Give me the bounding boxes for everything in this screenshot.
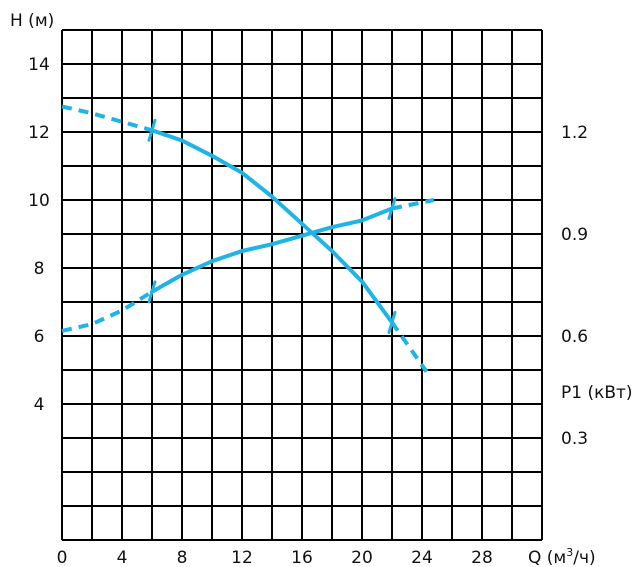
curve-segment-operating: [150, 128, 394, 325]
y-axis-left-label: H (м): [10, 11, 54, 31]
operating-range-mark: [387, 310, 397, 334]
y-left-tick-label: 8: [34, 259, 45, 279]
x-tick-label: 20: [351, 548, 373, 567]
curve-series-1: [61, 104, 429, 373]
tick-labels: 0 4 8 12 16 20 24 28 4 6 8 10 12 14 0.3 0.6 0.9 1.2: [28, 55, 588, 567]
x-tick-label: 16: [291, 548, 313, 567]
y-axis-right-label: P1 (кВт): [561, 383, 633, 403]
y-left-tick-label: 6: [34, 327, 45, 347]
x-tick-label: 0: [57, 548, 68, 567]
y-right-tick-label: 1.2: [561, 123, 588, 143]
curve-segment-high: [391, 198, 435, 211]
x-tick-label: 12: [231, 548, 253, 567]
curve-series-2: [61, 197, 435, 333]
x-tick-label: 4: [117, 548, 128, 567]
chart-grid: [61, 29, 543, 541]
y-left-tick-label: 12: [28, 123, 50, 143]
x-tick-label: 24: [411, 548, 433, 567]
operating-range-mark: [147, 280, 157, 304]
x-tick-label: 8: [177, 548, 188, 567]
curve-segment-operating: [150, 206, 394, 294]
curve-segment-low: [61, 104, 153, 133]
y-right-tick-label: 0.6: [561, 327, 588, 347]
y-left-tick-label: 10: [28, 191, 50, 211]
x-tick-label: 28: [471, 548, 493, 567]
x-axis-label: Q (м3/ч): [528, 546, 596, 567]
curve-segment-low: [61, 290, 154, 333]
y-right-tick-label: 0.9: [561, 225, 588, 245]
y-left-tick-label: 4: [34, 395, 45, 415]
y-right-tick-label: 0.3: [561, 429, 588, 449]
operating-range-mark: [147, 118, 157, 142]
y-left-tick-label: 14: [28, 55, 50, 75]
chart-curves: [61, 104, 435, 373]
operating-range-mark: [387, 197, 397, 220]
